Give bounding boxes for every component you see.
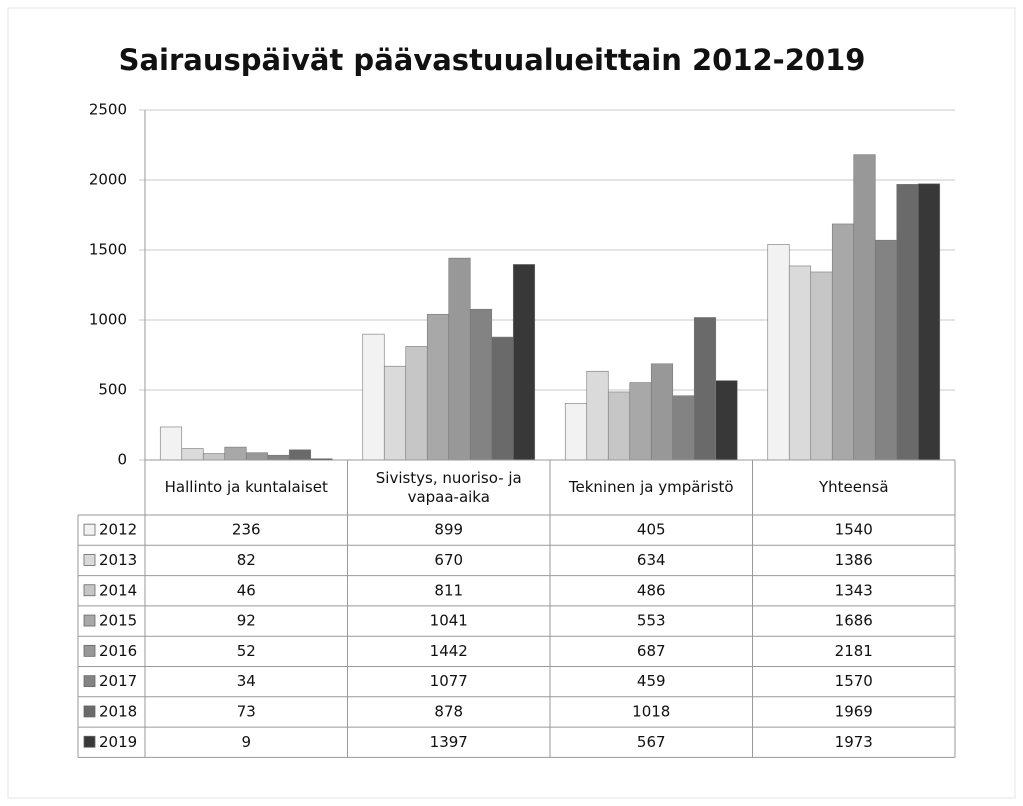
- category-cell: Tekninen ja ympäristö: [568, 478, 734, 497]
- bar: [512, 264, 536, 461]
- y-tick-label: 1000: [89, 311, 127, 329]
- legend-label: 2012: [99, 521, 137, 539]
- bar: [288, 449, 312, 461]
- bar: [224, 446, 247, 461]
- table-value: 1973: [835, 733, 873, 751]
- table-value: 52: [237, 642, 256, 660]
- table-value: 1343: [835, 581, 873, 599]
- table-value: 811: [434, 581, 463, 599]
- legend-label: 2017: [99, 672, 137, 690]
- bar: [788, 265, 812, 461]
- table-value: 1018: [632, 702, 670, 720]
- bar: [831, 223, 855, 461]
- bar: [607, 391, 631, 461]
- table-value: 236: [232, 521, 261, 539]
- bar: [874, 239, 898, 461]
- table-value: 46: [237, 581, 256, 599]
- legend-label: 2019: [99, 733, 137, 751]
- bar: [405, 346, 428, 461]
- table-value: 687: [637, 642, 666, 660]
- table-value: 634: [637, 551, 666, 569]
- legend-label: 2018: [99, 702, 137, 720]
- y-tick-label: 2000: [89, 171, 127, 189]
- table-value: 9: [241, 733, 251, 751]
- table-value: 567: [637, 733, 666, 751]
- table-value: 459: [637, 672, 666, 690]
- table-value: 878: [434, 702, 463, 720]
- table-value: 1540: [835, 521, 873, 539]
- table-value: 82: [237, 551, 256, 569]
- legend-key: [83, 705, 96, 718]
- x-tick-label: Yhteensä: [818, 478, 889, 497]
- legend-key: [83, 584, 96, 597]
- legend-label: 2015: [99, 612, 137, 630]
- table-value: 92: [237, 612, 256, 630]
- x-tick-label: Hallinto ja kuntalaiset: [164, 478, 328, 497]
- bar: [426, 313, 450, 461]
- bar: [672, 395, 695, 461]
- x-tick-label: Tekninen ja ympäristö: [568, 478, 734, 497]
- bar: [491, 336, 514, 461]
- bar: [181, 448, 204, 461]
- page-frame: [7, 7, 1016, 799]
- legend-label: 2014: [99, 581, 137, 599]
- legend-key: [83, 675, 96, 688]
- table-value: 1686: [835, 612, 873, 630]
- bar: [767, 244, 790, 461]
- table-value: 1570: [835, 672, 873, 690]
- y-tick-label: 0: [117, 451, 127, 469]
- table-value: 553: [637, 612, 666, 630]
- table-value: 2181: [835, 642, 873, 660]
- x-tick-label: Sivistys, nuoriso- ja vapaa-aika: [375, 468, 522, 506]
- bar: [245, 452, 269, 461]
- category-cell: Yhteensä: [818, 478, 889, 497]
- bar: [853, 154, 876, 461]
- legend-key: [83, 523, 96, 536]
- bar: [693, 317, 717, 461]
- bar: [896, 184, 919, 461]
- legend-key: [83, 644, 96, 657]
- legend-key: [83, 554, 96, 566]
- bar: [917, 183, 941, 461]
- chart-title: Sairauspäivät päävastuualueittain 2012-2…: [119, 43, 866, 77]
- legend-key: [83, 614, 96, 627]
- y-tick-label: 500: [98, 381, 127, 399]
- category-cell: Hallinto ja kuntalaiset: [164, 478, 328, 497]
- bar: [629, 382, 652, 461]
- bar: [650, 363, 674, 461]
- bar: [810, 271, 833, 461]
- bar: [448, 257, 471, 461]
- bar: [362, 333, 385, 461]
- table-value: 899: [434, 521, 463, 539]
- table-value: 1442: [430, 642, 468, 660]
- y-tick-label: 1500: [89, 241, 127, 259]
- table-value: 486: [637, 581, 666, 599]
- bar: [715, 380, 738, 461]
- legend-label: 2016: [99, 642, 137, 660]
- table-value: 73: [237, 702, 256, 720]
- table-value: 34: [237, 672, 256, 690]
- table-value: 1041: [430, 612, 468, 630]
- legend-key: [83, 735, 96, 748]
- category-cell: Sivistys, nuoriso- ja vapaa-aika: [375, 468, 522, 506]
- bar: [159, 426, 183, 461]
- table-value: 1386: [835, 551, 873, 569]
- table-value: 405: [637, 521, 666, 539]
- bar: [383, 365, 407, 461]
- y-tick-label: 2500: [89, 101, 127, 119]
- bar: [586, 370, 609, 461]
- table-value: 1077: [430, 672, 468, 690]
- bar: [564, 402, 588, 461]
- table-value: 670: [434, 551, 463, 569]
- bar: [469, 308, 493, 461]
- legend-label: 2013: [99, 551, 137, 569]
- table-value: 1397: [430, 733, 468, 751]
- table-value: 1969: [835, 702, 873, 720]
